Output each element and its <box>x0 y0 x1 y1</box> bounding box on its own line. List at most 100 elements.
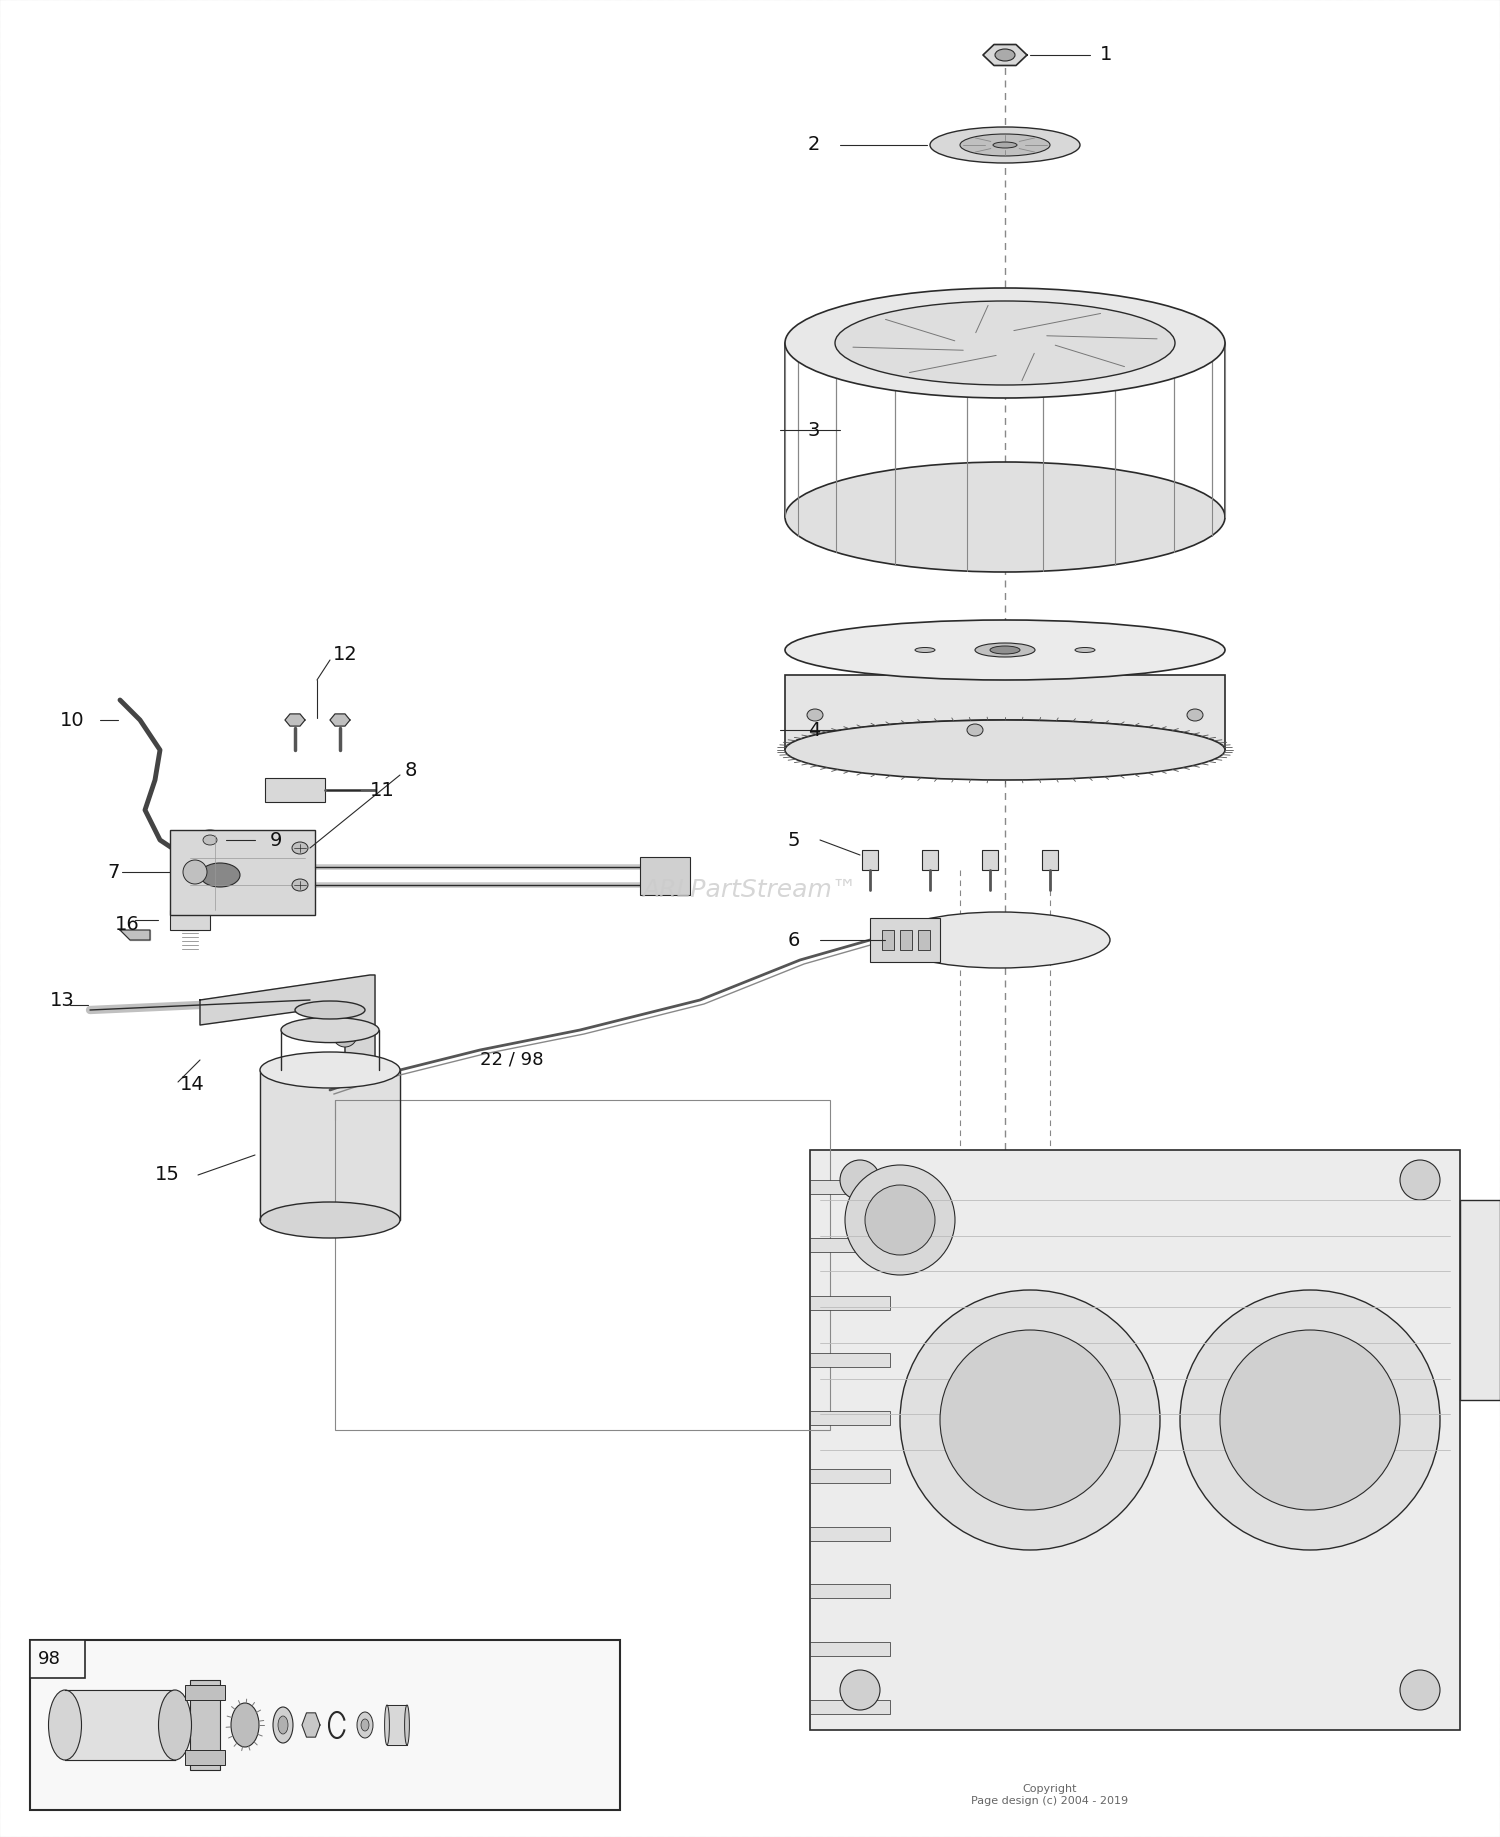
Bar <box>810 1642 889 1657</box>
Ellipse shape <box>890 911 1110 968</box>
Bar <box>810 1354 889 1367</box>
Ellipse shape <box>280 1018 380 1043</box>
Polygon shape <box>120 930 150 941</box>
Ellipse shape <box>865 1185 934 1255</box>
Text: 8: 8 <box>405 761 417 779</box>
Ellipse shape <box>278 1716 288 1734</box>
Ellipse shape <box>915 647 934 652</box>
Bar <box>1042 851 1058 871</box>
Text: 12: 12 <box>333 645 357 665</box>
Text: 15: 15 <box>154 1165 180 1185</box>
Ellipse shape <box>968 724 982 737</box>
Ellipse shape <box>405 1705 410 1745</box>
Text: Copyright
Page design (c) 2004 - 2019: Copyright Page design (c) 2004 - 2019 <box>972 1784 1128 1806</box>
Bar <box>266 779 326 803</box>
Ellipse shape <box>333 1023 357 1047</box>
Bar <box>184 1751 225 1765</box>
Ellipse shape <box>296 1001 364 1020</box>
Ellipse shape <box>196 830 223 851</box>
Text: 2: 2 <box>807 136 820 154</box>
Text: 6: 6 <box>788 931 800 950</box>
Ellipse shape <box>993 141 1017 149</box>
Ellipse shape <box>1180 1290 1440 1550</box>
Text: ARLPartStream™: ARLPartStream™ <box>642 878 858 902</box>
Text: 5: 5 <box>788 830 800 849</box>
Ellipse shape <box>202 836 217 845</box>
Ellipse shape <box>292 841 308 854</box>
Polygon shape <box>200 975 375 1080</box>
Text: 3: 3 <box>807 421 820 439</box>
Ellipse shape <box>1076 647 1095 652</box>
Polygon shape <box>302 1712 320 1738</box>
Ellipse shape <box>784 720 1226 781</box>
Bar <box>862 851 877 871</box>
Bar <box>810 1585 889 1598</box>
Ellipse shape <box>807 709 824 720</box>
Bar <box>882 930 894 950</box>
Polygon shape <box>285 715 304 726</box>
Bar <box>1460 1200 1500 1400</box>
Text: 7: 7 <box>108 863 120 882</box>
Ellipse shape <box>260 1201 400 1238</box>
Ellipse shape <box>840 1670 880 1710</box>
Polygon shape <box>982 44 1028 66</box>
Bar <box>170 830 315 915</box>
Ellipse shape <box>1220 1330 1400 1510</box>
Ellipse shape <box>384 1705 390 1745</box>
Bar <box>30 1640 619 1809</box>
Ellipse shape <box>260 1053 400 1088</box>
Text: 98: 98 <box>38 1650 62 1668</box>
Ellipse shape <box>1400 1159 1440 1200</box>
Ellipse shape <box>784 461 1226 571</box>
Ellipse shape <box>159 1690 192 1760</box>
Bar <box>810 1699 889 1714</box>
Bar <box>184 1685 225 1699</box>
Bar <box>922 851 938 871</box>
Bar <box>810 1527 889 1541</box>
Ellipse shape <box>990 647 1020 654</box>
Bar <box>30 1640 86 1677</box>
Ellipse shape <box>784 288 1226 399</box>
Bar <box>982 851 998 871</box>
Polygon shape <box>387 1705 406 1745</box>
Ellipse shape <box>357 1712 374 1738</box>
Ellipse shape <box>273 1707 292 1743</box>
Bar <box>810 1150 1460 1730</box>
Bar <box>810 1411 889 1426</box>
Polygon shape <box>64 1690 176 1760</box>
Bar <box>918 930 930 950</box>
Ellipse shape <box>960 134 1050 156</box>
Text: 14: 14 <box>180 1075 204 1095</box>
Bar <box>900 930 912 950</box>
Text: 9: 9 <box>270 830 282 849</box>
Polygon shape <box>784 674 1226 749</box>
Ellipse shape <box>900 1290 1160 1550</box>
Ellipse shape <box>362 1719 369 1730</box>
Bar <box>810 1295 889 1310</box>
Ellipse shape <box>200 863 240 887</box>
Bar <box>810 1470 889 1482</box>
Bar <box>190 1681 220 1771</box>
Ellipse shape <box>1186 709 1203 720</box>
Text: 10: 10 <box>60 711 84 729</box>
Ellipse shape <box>231 1703 260 1747</box>
Text: 11: 11 <box>370 781 394 799</box>
Ellipse shape <box>1400 1670 1440 1710</box>
Bar <box>810 1179 889 1194</box>
Text: 4: 4 <box>807 720 820 740</box>
Ellipse shape <box>784 621 1226 680</box>
Bar <box>810 1238 889 1251</box>
Text: 1: 1 <box>1100 46 1113 64</box>
Ellipse shape <box>994 50 1016 61</box>
Polygon shape <box>330 715 350 726</box>
Bar <box>334 1100 830 1429</box>
Bar <box>170 909 210 930</box>
Ellipse shape <box>840 1159 880 1200</box>
Ellipse shape <box>836 301 1174 386</box>
Ellipse shape <box>975 643 1035 658</box>
Ellipse shape <box>48 1690 81 1760</box>
Polygon shape <box>260 1069 400 1220</box>
Ellipse shape <box>844 1165 956 1275</box>
Bar <box>640 858 690 895</box>
Ellipse shape <box>292 878 308 891</box>
